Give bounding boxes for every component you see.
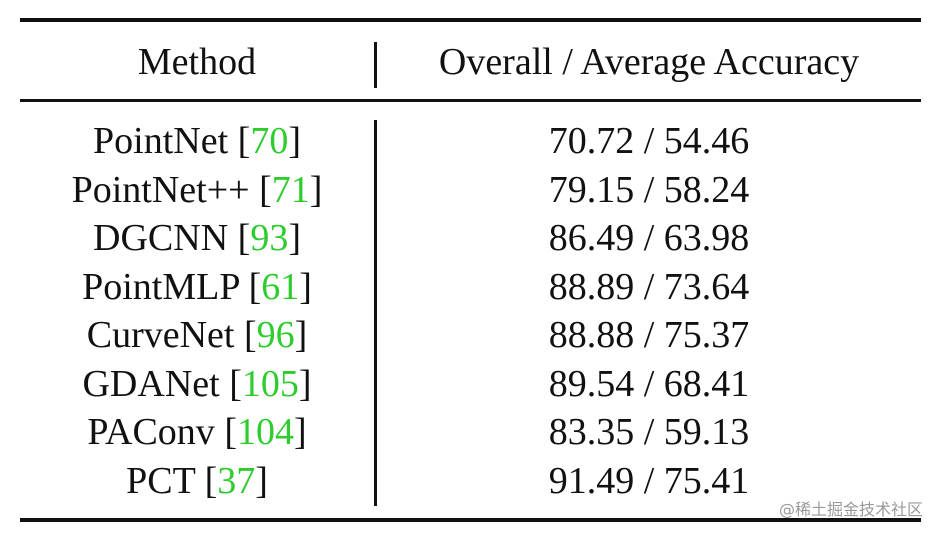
citation: 104 [236,411,294,453]
header-cell: Overall / Average Accuracy [438,41,860,83]
bracket: [ [243,314,257,356]
method-name: PointNet [93,120,229,162]
bracket: [ [248,265,262,308]
bracket: ] [255,459,268,502]
method-name: PCT [126,459,196,502]
top-rule [20,18,921,22]
bracket: ] [294,314,308,356]
bracket: ] [299,265,312,308]
accuracy-cell: 88.89 / 73.64 [548,265,750,308]
accuracy-cell: 88.88 / 75.37 [548,314,750,356]
method-name: DGCNN [93,217,229,259]
bracket: [ [259,168,272,211]
citation: 93 [250,217,289,259]
method-cell: PAConv [104] [87,409,306,455]
bracket: ] [293,411,307,453]
method-cell: GDANet [105] [82,361,311,407]
body-divider [374,120,377,506]
citation: 96 [256,314,295,356]
accuracy-cell: 86.49 / 63.98 [548,217,750,259]
header-divider [374,42,377,88]
header-cell: Method [137,41,257,83]
method-name: CurveNet [86,314,235,356]
bracket: [ [204,459,218,502]
accuracy-cell: 89.54 / 68.41 [548,362,750,405]
citation: 105 [241,362,299,405]
method-cell: PCT [37] [126,458,268,504]
method-cell: PointNet [70] [93,118,301,164]
bottom-rule [20,518,921,522]
watermark: @稀土掘金技术社区 [778,500,923,519]
bracket: [ [224,411,237,453]
accuracy-cell: 83.35 / 59.13 [548,411,750,453]
header-rule [20,99,921,102]
bracket: [ [237,217,251,259]
citation: 71 [271,168,310,211]
method-cell: PointNet++ [71] [72,167,323,213]
bracket: ] [288,120,301,162]
method-cell: PointMLP [61] [82,264,312,310]
method-cell: DGCNN [93] [93,215,301,261]
accuracy-cell: 70.72 / 54.46 [548,120,750,162]
method-name: PointMLP [82,265,240,308]
method-cell: CurveNet [96] [87,312,308,358]
citation: 70 [250,120,289,162]
bracket: ] [298,362,312,405]
citation: 61 [261,265,300,308]
bracket: ] [309,168,323,211]
method-name: PointNet++ [71,168,250,211]
citation: 37 [217,459,256,502]
bracket: [ [229,362,242,405]
method-name: PAConv [87,411,215,453]
accuracy-cell: 79.15 / 58.24 [548,168,750,211]
bracket: [ [237,120,251,162]
accuracy-cell: 91.49 / 75.41 [548,459,750,502]
bracket: ] [288,217,301,259]
method-name: GDANet [82,362,220,405]
